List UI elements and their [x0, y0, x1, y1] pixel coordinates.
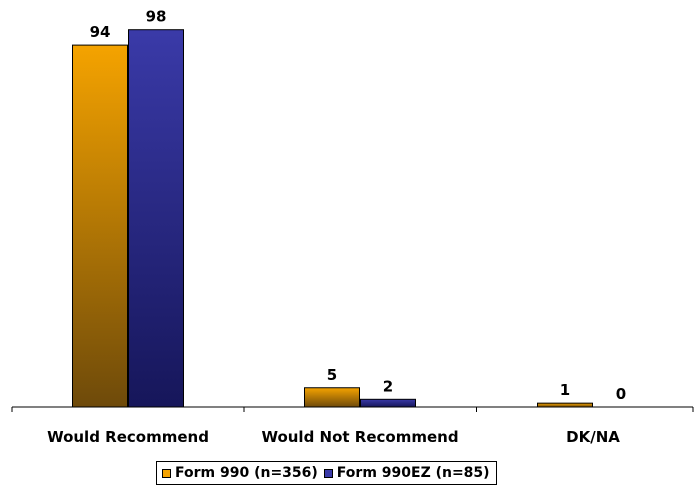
data-label-1-2: 5 [327, 366, 337, 384]
legend-swatch-series-1 [162, 468, 171, 478]
legend-item-series-1: Form 990 (n=356) [162, 465, 318, 481]
plot-area: 94 98 Would Recommend 5 2 Would Not Recommend… [11, 8, 694, 446]
bar-1-3 [537, 402, 593, 408]
legend-label-series-1: Form 990 (n=356) [175, 465, 318, 481]
bar-2-2 [360, 398, 416, 408]
x-tick-label-1: Would Recommend [47, 428, 209, 446]
legend-label-series-2: Form 990EZ (n=85) [336, 465, 490, 481]
data-label-1-3: 1 [560, 381, 570, 399]
legend-swatch-series-2 [323, 468, 333, 478]
x-tick-label-3: DK/NA [566, 428, 620, 446]
bar-1-1 [72, 44, 128, 408]
data-label-1-1: 94 [90, 23, 111, 41]
data-label-2-1: 98 [146, 8, 167, 26]
bar-chart: 94 98 Would Recommend 5 2 Would Not Recommend… [11, 8, 694, 446]
data-label-2-2: 2 [383, 377, 393, 395]
data-label-2-3: 0 [616, 385, 626, 403]
bar-1-2 [304, 387, 360, 408]
x-tick-label-2: Would Not Recommend [261, 428, 458, 446]
legend: Form 990 (n=356) Form 990EZ (n=85) [156, 461, 497, 485]
legend-item-series-2: Form 990EZ (n=85) [323, 465, 490, 481]
bar-2-1 [128, 29, 184, 408]
